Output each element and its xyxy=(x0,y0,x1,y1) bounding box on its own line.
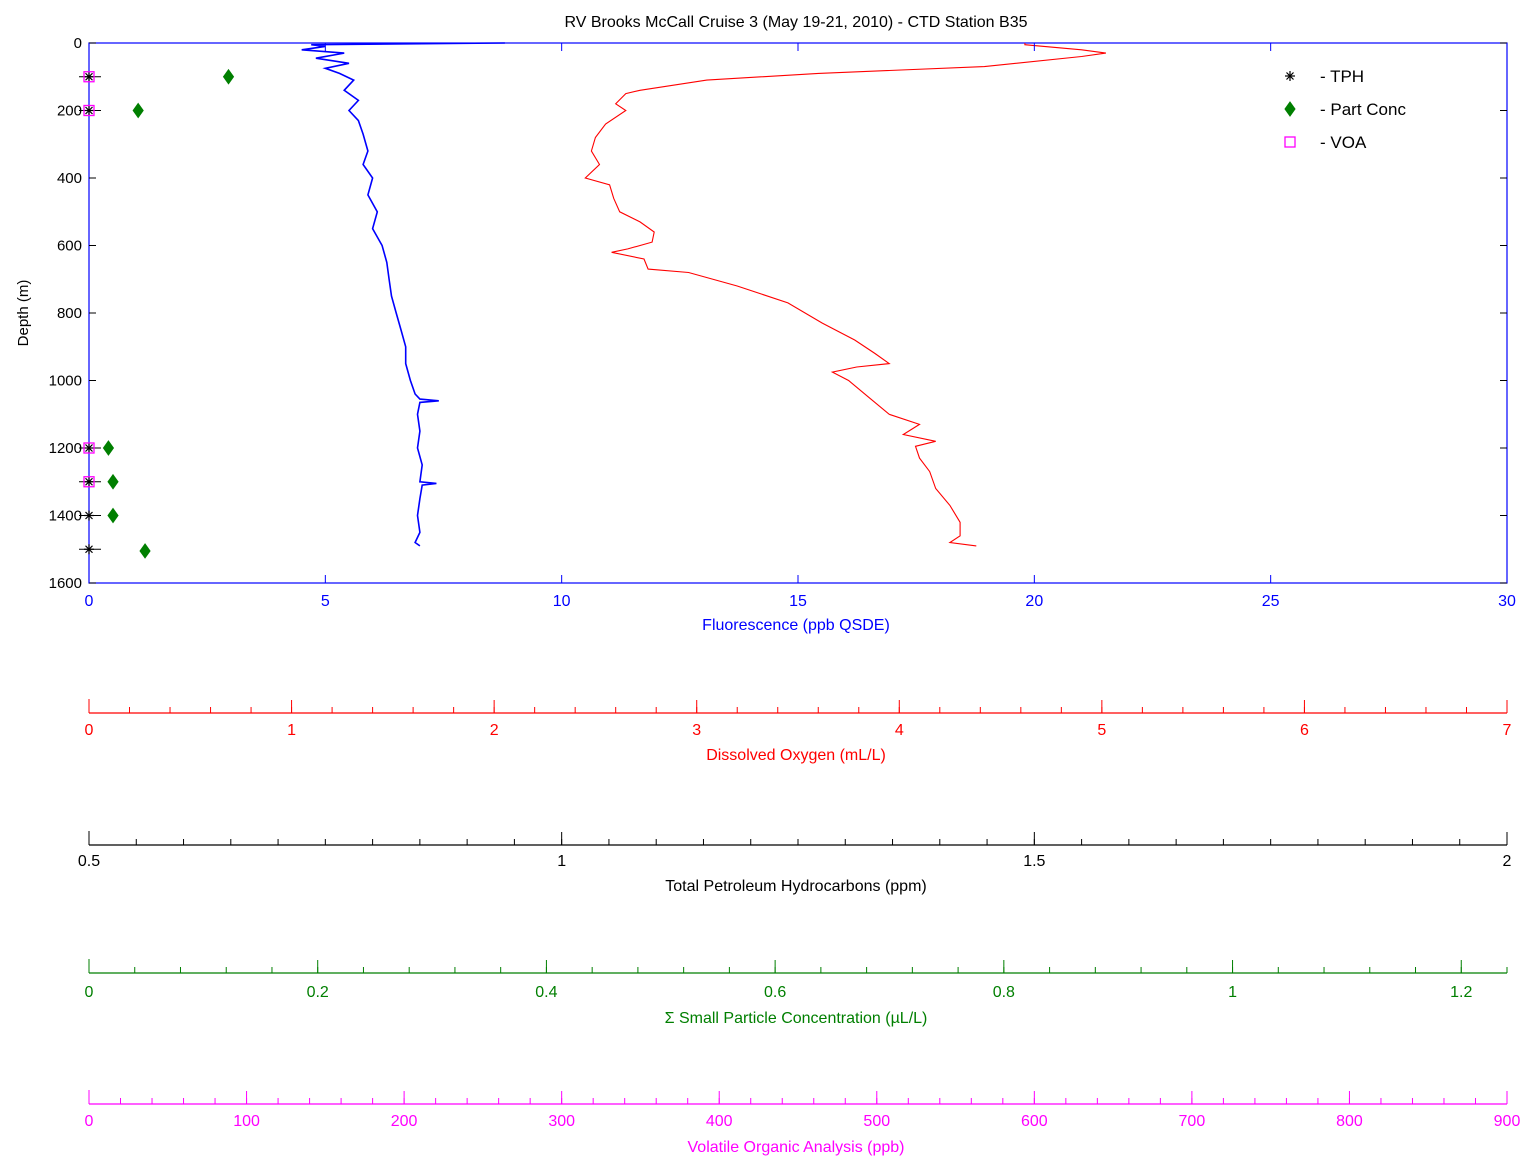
x-axis-tph: 0.5 1 1.5 2 Total Petroleum Hydrocarbons (pp… xyxy=(78,831,1512,895)
y-tick-label: 400 xyxy=(57,170,82,187)
x-axis-title-oxygen: Dissolved Oxygen (mL/L) xyxy=(706,747,886,764)
tph-point xyxy=(84,544,94,555)
legend-label-voa: - VOA xyxy=(1320,133,1367,152)
asterisk-stroke xyxy=(85,511,93,520)
x-tick-label: 700 xyxy=(1179,1113,1206,1130)
y-tick-label: 1000 xyxy=(49,373,82,390)
x-tick-label: 2 xyxy=(1503,853,1512,870)
x-tick-label: 0.6 xyxy=(764,984,786,1001)
x-tick-label: 400 xyxy=(706,1113,733,1130)
voa-point xyxy=(83,104,95,117)
tph-point xyxy=(84,71,94,82)
voa-point xyxy=(83,442,95,454)
particles-point xyxy=(139,543,151,559)
plot-area: 0 200 400 600 800 1000 1200 1400 1600 xyxy=(49,35,1508,592)
x-tick-label: 0 xyxy=(85,1113,94,1130)
asterisk-stroke xyxy=(1286,72,1294,80)
x-tick-label: 5 xyxy=(1097,722,1106,739)
particles-point xyxy=(102,440,115,456)
x-axis-title-particles: Σ Small Particle Concentration (µL/L) xyxy=(665,1010,928,1027)
asterisk-stroke xyxy=(85,106,93,115)
x-axis-fluorescence: 0 5 10 15 20 25 30 Fluorescence (ppb QSDE) xyxy=(85,43,1516,634)
x-tick-label: 0 xyxy=(85,593,94,610)
y-tick-label: 800 xyxy=(57,305,82,322)
x-tick-label: 0.5 xyxy=(78,853,100,870)
x-tick-label: 30 xyxy=(1498,593,1516,610)
tph-point xyxy=(84,510,94,521)
x-tick-label: 10 xyxy=(553,593,571,610)
x-axis-voa: 0 100 200 300 400 500 600 700 800 900 Volatile Org… xyxy=(85,1090,1521,1156)
x-axis-particles: 0 0.2 0.4 0.6 0.8 1 1.2 Σ Small Particle Concen… xyxy=(85,959,1508,1027)
asterisk-stroke xyxy=(85,72,93,81)
x-tick-label: 1 xyxy=(557,853,566,870)
x-tick-label: 100 xyxy=(233,1113,260,1130)
x-tick-label: 1.2 xyxy=(1450,984,1472,1001)
x-tick-label: 1 xyxy=(1228,984,1237,1001)
x-tick-label: 0.4 xyxy=(535,984,557,1001)
x-tick-label: 600 xyxy=(1021,1113,1048,1130)
x-tick-label: 0.2 xyxy=(307,984,329,1001)
y-tick-label: 200 xyxy=(57,103,82,120)
x-tick-label: 6 xyxy=(1300,722,1309,739)
x-tick-label: 25 xyxy=(1262,593,1280,610)
x-axis-title-tph: Total Petroleum Hydrocarbons (ppm) xyxy=(665,878,926,895)
plot-frame xyxy=(88,42,1508,584)
x-tick-label: 7 xyxy=(1503,722,1512,739)
y-axis-label: Depth (m) xyxy=(15,280,32,347)
legend-marker-tph xyxy=(1285,71,1295,81)
tph-point xyxy=(84,105,94,116)
x-tick-label: 1.5 xyxy=(1023,853,1045,870)
legend-label-tph: - TPH xyxy=(1320,67,1364,86)
x-tick-label: 300 xyxy=(548,1113,575,1130)
oxygen-line xyxy=(584,43,1106,547)
asterisk-stroke xyxy=(85,477,93,486)
x-tick-label: 4 xyxy=(895,722,904,739)
x-tick-label: 15 xyxy=(789,593,807,610)
x-axis-title-voa: Volatile Organic Analysis (ppb) xyxy=(688,1139,905,1156)
y-tick-label: 0 xyxy=(74,35,82,52)
x-tick-label: 500 xyxy=(863,1113,890,1130)
y-tick-label: 600 xyxy=(57,238,82,255)
particles-point xyxy=(132,102,144,119)
voa-point xyxy=(83,476,95,488)
fluorescence-line xyxy=(301,42,505,547)
legend-marker-voa xyxy=(1284,136,1296,148)
asterisk-stroke xyxy=(85,444,93,452)
voa-point xyxy=(83,71,95,83)
x-tick-label: 200 xyxy=(391,1113,418,1130)
particles-point xyxy=(107,473,119,490)
x-axis-title-fluorescence: Fluorescence (ppb QSDE) xyxy=(702,617,890,634)
x-tick-label: 0.8 xyxy=(993,984,1015,1001)
x-tick-label: 0 xyxy=(85,984,94,1001)
x-tick-label: 900 xyxy=(1494,1113,1521,1130)
y-tick-label: 1600 xyxy=(49,575,82,592)
x-tick-label: 3 xyxy=(692,722,701,739)
tph-point xyxy=(84,476,94,487)
particles-point xyxy=(222,68,235,85)
legend-label-particles: - Part Conc xyxy=(1320,100,1406,119)
x-tick-label: 5 xyxy=(321,593,330,610)
asterisk-stroke xyxy=(85,545,93,554)
x-tick-label: 0 xyxy=(85,722,94,739)
x-tick-label: 20 xyxy=(1025,593,1043,610)
particles-point xyxy=(107,507,119,524)
x-tick-label: 2 xyxy=(490,722,499,739)
legend-marker-particles xyxy=(1284,101,1296,117)
y-tick-label: 1200 xyxy=(49,440,82,457)
x-tick-label: 800 xyxy=(1336,1113,1363,1130)
y-tick-label: 1400 xyxy=(49,508,82,525)
tph-point xyxy=(84,443,94,453)
chart-title: RV Brooks McCall Cruise 3 (May 19-21, 20… xyxy=(565,14,1028,31)
x-axis-oxygen: 0 1 2 3 4 5 6 7 Dissolved Oxygen (mL/L) xyxy=(85,699,1512,764)
x-tick-label: 1 xyxy=(287,722,296,739)
legend: - TPH - Part Conc - VOA xyxy=(1284,67,1406,152)
